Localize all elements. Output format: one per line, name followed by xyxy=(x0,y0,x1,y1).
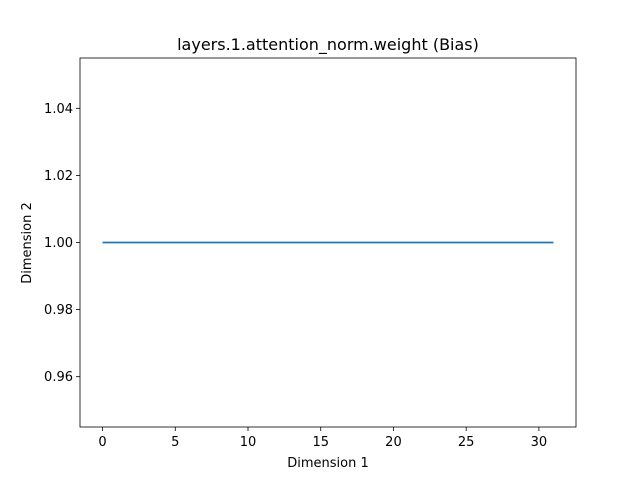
chart-title: layers.1.attention_norm.weight (Bias) xyxy=(177,35,479,55)
x-tick-label: 20 xyxy=(385,435,402,450)
x-tick-label: 10 xyxy=(240,435,257,450)
y-tick-label: 0.98 xyxy=(44,303,73,318)
x-tick-label: 30 xyxy=(531,435,548,450)
x-tick-label: 15 xyxy=(312,435,329,450)
y-tick-label: 1.04 xyxy=(44,102,73,117)
x-tick-label: 5 xyxy=(171,435,179,450)
y-tick-label: 1.00 xyxy=(44,236,73,251)
plot-frame xyxy=(79,57,577,428)
x-axis-label: Dimension 1 xyxy=(287,456,369,471)
x-tick-label: 25 xyxy=(458,435,475,450)
y-tick-label: 0.96 xyxy=(44,370,73,385)
y-axis-label: Dimension 2 xyxy=(20,202,35,284)
plot-area: 0 5 10 15 20 25 30 0.96 0.98 1.00 1.02 1.04 xyxy=(44,57,577,450)
x-tick-label: 0 xyxy=(98,435,106,450)
y-tick-label: 1.02 xyxy=(44,169,73,184)
